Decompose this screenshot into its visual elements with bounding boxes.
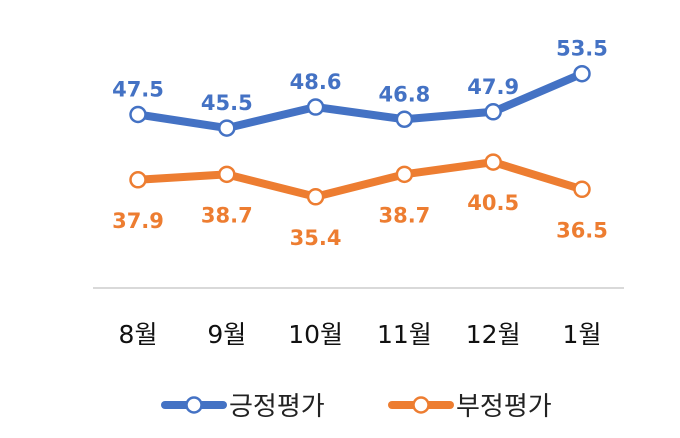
data-label: 48.6 <box>290 70 342 94</box>
data-label: 38.7 <box>201 203 253 227</box>
data-point <box>395 110 414 129</box>
data-label: 40.5 <box>467 191 519 215</box>
series-line <box>134 69 586 133</box>
x-tick-label: 11월 <box>377 320 432 349</box>
data-point <box>573 180 591 199</box>
data-point <box>218 165 236 184</box>
data-label: 38.7 <box>378 203 430 227</box>
data-point <box>218 119 236 137</box>
series-line <box>134 158 586 201</box>
legend-label: 긍정평가 <box>229 392 325 422</box>
data-point <box>129 105 147 124</box>
series-negative: 37.9 38.7 35.4 38.7 40.5 36.5 <box>112 153 608 250</box>
data-point <box>484 153 502 171</box>
data-label: 53.5 <box>556 37 608 61</box>
x-tick-label: 8월 <box>119 320 158 349</box>
legend-item: 긍정평가 <box>161 392 325 422</box>
data-point <box>573 64 591 83</box>
x-tick-label: 1월 <box>563 320 602 349</box>
legend-label: 부정평가 <box>456 392 552 422</box>
x-tick-label: 10월 <box>288 320 343 349</box>
x-tick-label: 9월 <box>207 320 246 349</box>
data-label: 36.5 <box>556 218 608 242</box>
data-label: 45.5 <box>201 91 253 115</box>
data-label: 47.9 <box>467 75 519 99</box>
legend-item: 부정평가 <box>388 392 552 422</box>
data-label: 35.4 <box>290 226 342 250</box>
data-point <box>395 165 414 184</box>
data-label: 46.8 <box>378 82 430 106</box>
data-point <box>484 103 502 121</box>
x-tick-label: 12월 <box>466 320 521 349</box>
legend-swatch-marker <box>412 396 430 414</box>
data-point <box>306 98 325 116</box>
data-point <box>129 171 147 189</box>
series-positive: 47.5 45.5 48.6 46.8 47.9 53.5 <box>112 37 608 137</box>
data-label: 47.5 <box>112 78 164 102</box>
data-point <box>306 188 325 206</box>
legend-swatch-marker <box>185 396 203 414</box>
data-label: 37.9 <box>112 209 164 233</box>
